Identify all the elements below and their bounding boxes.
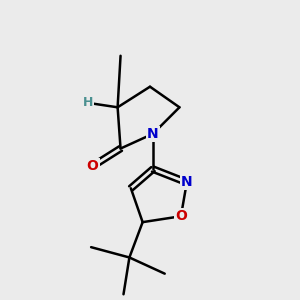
Text: O: O bbox=[175, 209, 187, 223]
Text: O: O bbox=[87, 159, 98, 173]
Text: H: H bbox=[83, 96, 93, 110]
Text: N: N bbox=[181, 176, 193, 189]
Text: N: N bbox=[147, 127, 159, 141]
